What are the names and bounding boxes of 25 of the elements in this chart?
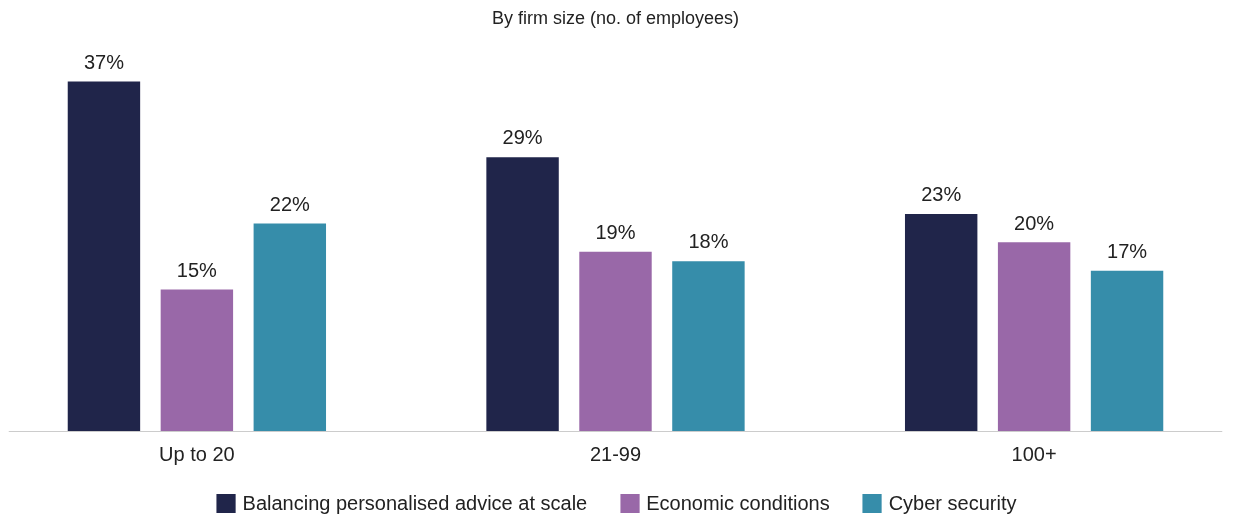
data-label: 20% (1014, 211, 1055, 234)
data-label: 37% (83, 50, 125, 73)
data-label: 29% (502, 126, 543, 149)
data-label: 18% (688, 230, 729, 253)
bar (67, 81, 141, 432)
bar (672, 261, 745, 432)
bar (486, 157, 559, 432)
chart-title: By firm size (no. of employees) (491, 7, 740, 28)
data-label: 19% (595, 221, 636, 244)
x-tick-label: Up to 20 (159, 442, 235, 465)
legend-label: Economic conditions (646, 491, 830, 515)
bar (253, 223, 327, 432)
legend-label: Cyber security (888, 491, 1017, 515)
x-tick-label: 21-99 (589, 442, 642, 465)
bar (160, 289, 234, 432)
data-label: 23% (921, 183, 962, 206)
x-tick-label: 100+ (1011, 442, 1057, 465)
bar (904, 213, 978, 432)
legend-label: Balancing personalised advice at scale (242, 491, 588, 515)
bar (579, 251, 652, 432)
bar (1090, 270, 1164, 432)
data-label: 15% (176, 258, 218, 281)
data-label: 17% (1107, 239, 1148, 262)
bar (997, 242, 1071, 432)
data-label: 22% (269, 192, 311, 215)
